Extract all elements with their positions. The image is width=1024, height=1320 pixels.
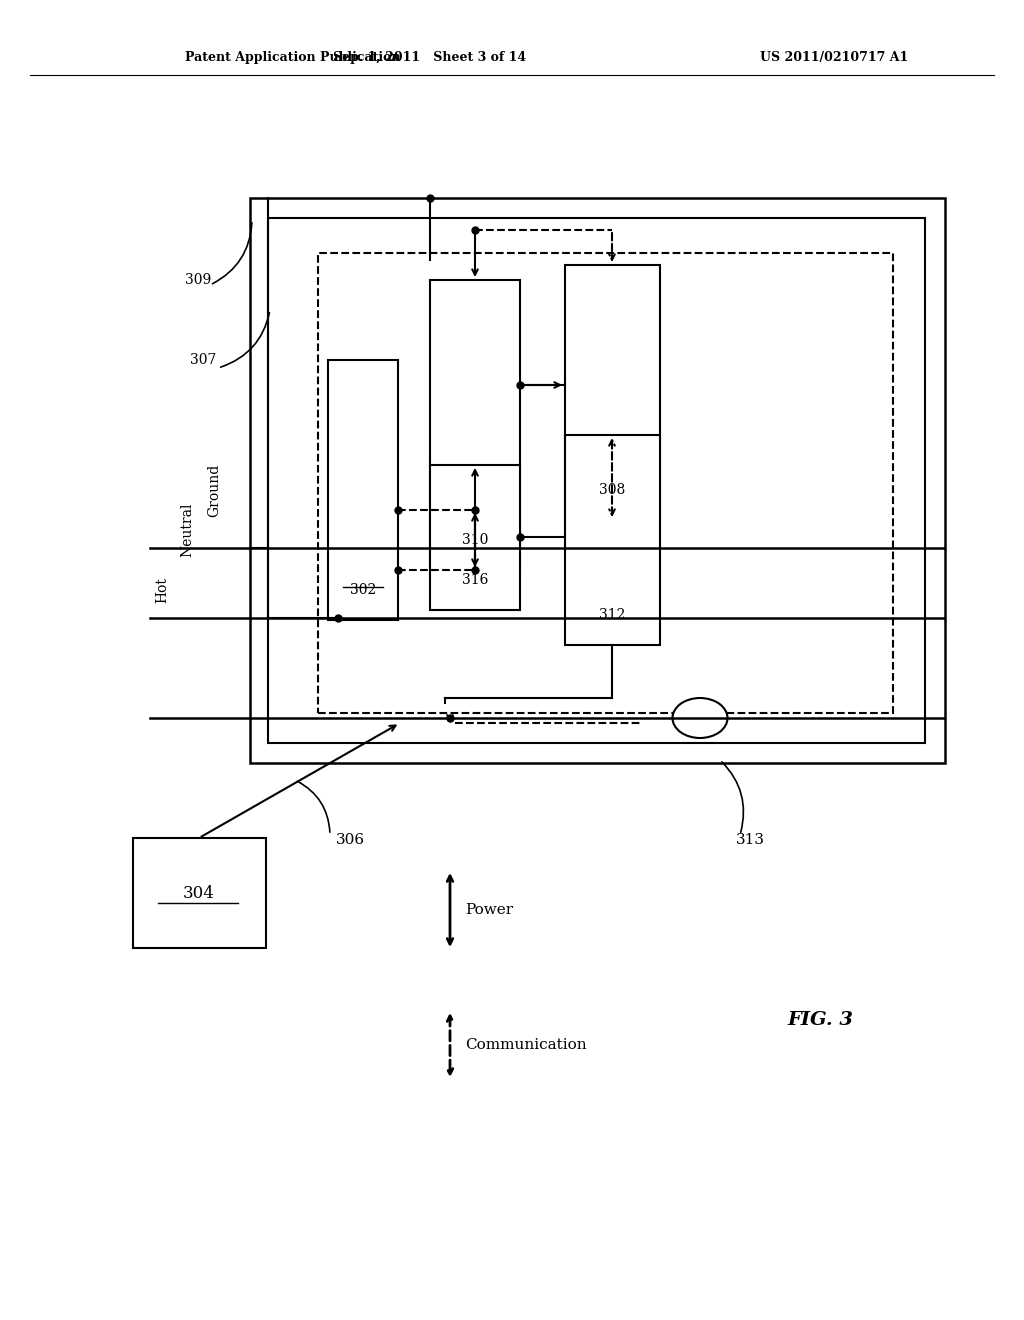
Bar	[318, 253, 893, 713]
Text: 310: 310	[462, 533, 488, 546]
Bar	[565, 436, 660, 645]
Text: Power: Power	[465, 903, 513, 917]
Ellipse shape	[673, 698, 727, 738]
Text: 307: 307	[190, 352, 216, 367]
Text: 304: 304	[183, 884, 215, 902]
Text: 308: 308	[599, 483, 626, 498]
Text: 313: 313	[735, 833, 765, 847]
Bar	[565, 265, 660, 520]
Bar	[250, 198, 945, 763]
Bar	[430, 465, 520, 610]
Text: Communication: Communication	[465, 1038, 587, 1052]
Text: US 2011/0210717 A1: US 2011/0210717 A1	[760, 50, 908, 63]
Text: 309: 309	[185, 273, 211, 286]
Text: Patent Application Publication: Patent Application Publication	[185, 50, 400, 63]
Text: Ground: Ground	[207, 463, 221, 516]
Text: Sep. 1, 2011   Sheet 3 of 14: Sep. 1, 2011 Sheet 3 of 14	[334, 50, 526, 63]
Text: 306: 306	[336, 833, 365, 847]
Text: 312: 312	[599, 609, 626, 622]
Bar	[133, 838, 266, 948]
Text: 302: 302	[350, 583, 376, 597]
Text: Hot: Hot	[155, 577, 169, 603]
Text: Neutral: Neutral	[180, 503, 194, 557]
Text: FIG. 3: FIG. 3	[787, 1011, 853, 1030]
Bar	[430, 280, 520, 570]
Bar	[328, 360, 398, 620]
Bar	[268, 218, 925, 743]
Text: 316: 316	[462, 573, 488, 587]
